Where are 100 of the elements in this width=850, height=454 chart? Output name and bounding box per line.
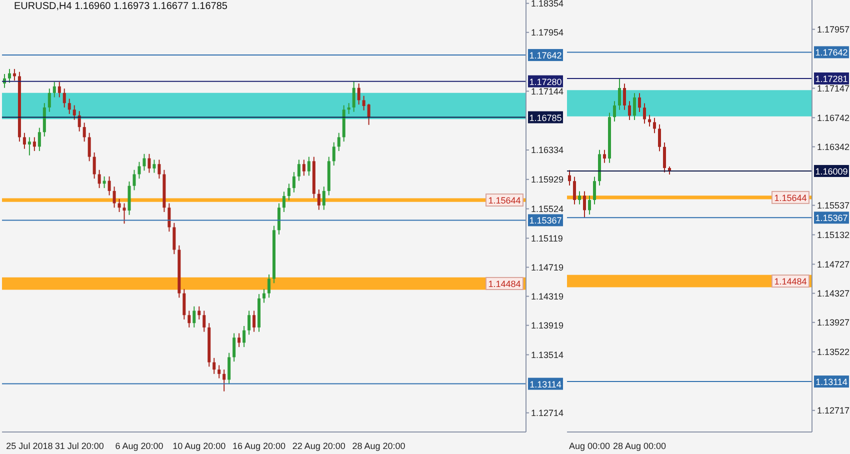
candlestick (82, 122, 86, 142)
x-tick-label: 25 Jul 2018 (6, 441, 53, 451)
candlestick (588, 195, 591, 216)
y-tick-label: 1.12714 (531, 408, 564, 418)
candlestick (112, 186, 116, 208)
candlestick (352, 80, 356, 112)
candlestick (168, 202, 171, 232)
candlestick (198, 306, 201, 320)
candlestick (118, 198, 121, 213)
candlestick (98, 169, 101, 189)
candlestick (202, 310, 206, 332)
candlestick (297, 159, 300, 182)
candlestick (653, 117, 656, 134)
candlestick (22, 132, 26, 150)
x-tick-label: 31 Jul 20:00 (54, 441, 104, 451)
candlestick (568, 170, 571, 186)
x-tick-label: 28 Aug 00:00 (612, 441, 666, 451)
y-tick-label: 1.14727 (817, 259, 850, 270)
candlestick (663, 142, 666, 173)
candlestick (62, 88, 66, 108)
candlestick (603, 149, 606, 164)
x-tick-label: Aug 00:00 (568, 441, 610, 451)
band-label: 1.14484 (774, 276, 807, 287)
y-tick-label: 1.15119 (531, 233, 563, 244)
ref-line-label: 1.17642 (529, 50, 562, 61)
y-tick-label: 1.16334 (531, 145, 564, 156)
ref-line-label: 1.15367 (529, 216, 562, 226)
candlestick (68, 98, 71, 114)
candlestick (212, 357, 216, 374)
ref-line-label: 1.17280 (529, 76, 562, 87)
candlestick (593, 176, 596, 205)
y-tick-label: 1.13927 (817, 318, 850, 328)
candlestick (142, 153, 146, 172)
candlestick (238, 332, 241, 348)
band-label: 1.15644 (488, 196, 521, 206)
candlestick (88, 132, 91, 162)
y-tick-label: 1.17147 (817, 83, 850, 94)
candlestick (292, 172, 296, 193)
candlestick (228, 352, 231, 385)
y-tick-label: 1.16742 (817, 112, 850, 123)
candlestick (122, 202, 126, 224)
candlestick (248, 310, 251, 336)
y-tick-label: 1.14327 (817, 288, 850, 299)
candlestick (267, 274, 270, 298)
candlestick (32, 136, 36, 152)
y-tick-label: 1.17144 (531, 86, 564, 96)
candlestick (583, 190, 586, 218)
candlestick (188, 310, 191, 328)
candlestick (362, 95, 366, 111)
ref-line-label: 1.16785 (529, 112, 562, 123)
candlestick (38, 127, 41, 152)
candlestick (658, 124, 661, 152)
chart-title: EURUSD,H4 1.16960 1.16973 1.16677 1.16785 (14, 1, 228, 12)
x-tick-label: 6 Aug 20:00 (115, 441, 164, 451)
candlestick (132, 169, 136, 191)
y-tick-label: 1.14719 (531, 262, 564, 272)
candlestick (72, 104, 76, 120)
candlestick (613, 100, 616, 122)
candlestick (48, 88, 51, 112)
ref-line-label: 1.16009 (815, 166, 848, 176)
candlestick (92, 152, 96, 180)
candlestick (332, 142, 336, 166)
candlestick (52, 82, 56, 98)
ref-line-label: 1.17281 (815, 74, 848, 84)
candlestick (277, 202, 280, 236)
candlestick (643, 102, 646, 124)
ref-line-label: 1.13114 (530, 379, 562, 390)
candlestick (158, 159, 161, 180)
candlestick (172, 222, 176, 255)
x-tick-label: 10 Aug 20:00 (172, 441, 226, 451)
y-tick-label: 1.15929 (531, 174, 564, 185)
candlestick (222, 369, 226, 392)
candlestick (182, 288, 186, 320)
x-tick-label: 28 Aug 20:00 (352, 441, 406, 451)
y-tick-label: 1.18354 (531, 0, 564, 9)
candlestick (367, 103, 370, 126)
y-tick-label: 1.15132 (817, 230, 850, 240)
candlestick (58, 82, 61, 98)
candlestick (242, 325, 246, 348)
candlestick (573, 176, 576, 205)
candlestick (8, 68, 11, 84)
candlestick (633, 92, 636, 120)
band-label: 1.14484 (488, 279, 521, 290)
candlestick (347, 102, 350, 114)
candlestick (282, 191, 286, 213)
candlestick (337, 132, 340, 152)
candlestick (623, 83, 626, 110)
y-tick-label: 1.13919 (531, 320, 564, 331)
candlestick (262, 288, 266, 304)
y-tick-label: 1.13514 (531, 350, 564, 360)
ref-line-label: 1.17642 (815, 48, 848, 58)
ref-line-label: 1.15367 (815, 213, 848, 224)
y-tick-label: 1.17954 (531, 28, 564, 38)
candlestick (302, 159, 306, 176)
band-label: 1.15644 (774, 192, 807, 203)
candlestick (252, 310, 256, 332)
candlestick (317, 189, 320, 210)
y-tick-label: 1.16342 (817, 142, 850, 152)
candlestick (287, 183, 290, 201)
candlestick (232, 332, 236, 362)
